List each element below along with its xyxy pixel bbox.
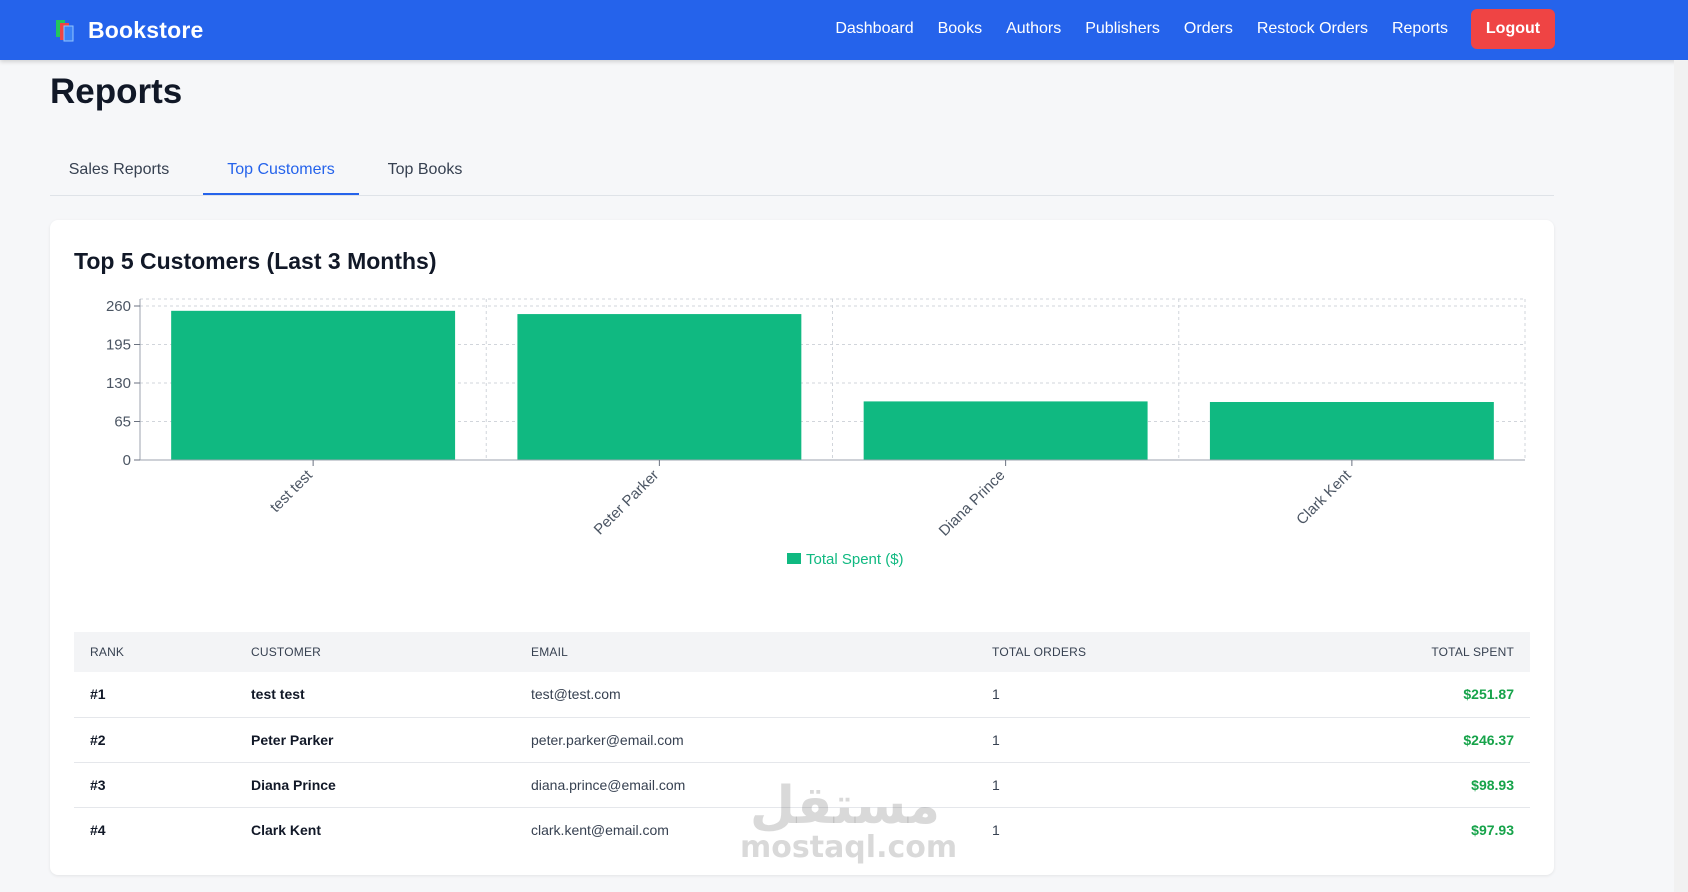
- bar: [171, 310, 456, 460]
- x-tick-label: Diana Prince: [936, 467, 1009, 540]
- cell-customer: Clark Kent: [251, 821, 322, 838]
- nav-links: Dashboard Books Authors Publishers Order…: [823, 9, 1555, 49]
- brand[interactable]: Bookstore: [54, 15, 204, 45]
- cell-email: diana.prince@email.com: [531, 776, 686, 793]
- cell-customer: Diana Prince: [251, 776, 336, 793]
- x-tick-label: Peter Parker: [591, 467, 663, 539]
- logout-button[interactable]: Logout: [1471, 9, 1555, 49]
- top-customers-bar-chart: 0 65 130 195 260 test test Peter Parker Diana P…: [106, 298, 1526, 568]
- y-tick-label: 260: [106, 298, 131, 315]
- header-total-spent: Total Spent: [1431, 645, 1514, 659]
- tab-sales-reports[interactable]: Sales Reports: [68, 161, 170, 178]
- top-navbar: Bookstore Dashboard Books Authors Publis…: [0, 0, 1688, 60]
- cell-total-spent: $98.93: [1471, 776, 1514, 793]
- bar: [1209, 401, 1494, 460]
- cell-total-spent: $251.87: [1463, 686, 1514, 703]
- cell-orders: 1: [992, 686, 1000, 703]
- books-logo-icon: [54, 18, 80, 42]
- cell-orders: 1: [992, 776, 1000, 793]
- table-row: #3 Diana Prince diana.prince@email.com 1…: [74, 762, 1530, 807]
- cell-customer: Peter Parker: [251, 731, 334, 748]
- brand-name: Bookstore: [88, 16, 204, 43]
- top-customers-card: Top 5 Customers (Last 3 Months) 0 65 130 19…: [50, 220, 1554, 875]
- legend-label: Total Spent ($): [806, 551, 904, 568]
- nav-link-publishers[interactable]: Publishers: [1085, 20, 1160, 37]
- cell-email: clark.kent@email.com: [531, 821, 669, 838]
- cell-total-spent: $246.37: [1463, 731, 1514, 748]
- cell-total-spent: $97.93: [1471, 821, 1514, 838]
- cell-rank: #4: [90, 821, 106, 838]
- table-row: #2 Peter Parker peter.parker@email.com 1…: [74, 717, 1530, 762]
- bar: [517, 314, 802, 460]
- cell-customer: test test: [251, 686, 305, 703]
- cell-rank: #2: [90, 731, 106, 748]
- card-title: Top 5 Customers (Last 3 Months): [74, 248, 437, 274]
- cell-orders: 1: [992, 731, 1000, 748]
- x-tick-label: Clark Kent: [1293, 466, 1355, 528]
- page-scrollbar[interactable]: [1674, 60, 1688, 892]
- top-customers-table: Rank Customer Email Total Orders Total S…: [74, 632, 1530, 852]
- cell-rank: #3: [90, 776, 106, 793]
- tab-top-customers[interactable]: Top Customers: [203, 146, 359, 195]
- y-tick-label: 0: [123, 452, 131, 469]
- report-tabs: Sales Reports Top Customers Top Books: [50, 146, 1554, 196]
- nav-link-dashboard[interactable]: Dashboard: [835, 20, 914, 37]
- cell-email: test@test.com: [531, 686, 621, 703]
- header-rank: Rank: [90, 645, 125, 659]
- cell-email: peter.parker@email.com: [531, 731, 684, 748]
- bar: [863, 401, 1148, 460]
- x-tick-label: test test: [267, 466, 317, 516]
- legend-swatch: [787, 553, 801, 564]
- nav-link-books[interactable]: Books: [937, 20, 983, 37]
- cell-orders: 1: [992, 821, 1000, 838]
- header-customer: Customer: [251, 645, 322, 659]
- y-tick-label: 130: [106, 375, 131, 392]
- cell-rank: #1: [90, 686, 106, 703]
- page-title: Reports: [50, 72, 183, 111]
- table-row: #1 test test test@test.com 1 $251.87: [74, 672, 1530, 717]
- nav-link-orders[interactable]: Orders: [1183, 20, 1233, 37]
- table-row: #4 Clark Kent clark.kent@email.com 1 $97…: [74, 807, 1530, 852]
- tab-top-books[interactable]: Top Books: [387, 161, 463, 178]
- header-total-orders: Total Orders: [992, 645, 1087, 659]
- nav-link-authors[interactable]: Authors: [1006, 20, 1062, 37]
- table-header-row: Rank Customer Email Total Orders Total S…: [74, 632, 1530, 672]
- nav-link-restock-orders[interactable]: Restock Orders: [1256, 20, 1368, 37]
- y-tick-label: 65: [114, 414, 131, 431]
- y-tick-label: 195: [106, 337, 131, 354]
- header-email: Email: [531, 645, 569, 659]
- nav-link-reports[interactable]: Reports: [1391, 20, 1448, 37]
